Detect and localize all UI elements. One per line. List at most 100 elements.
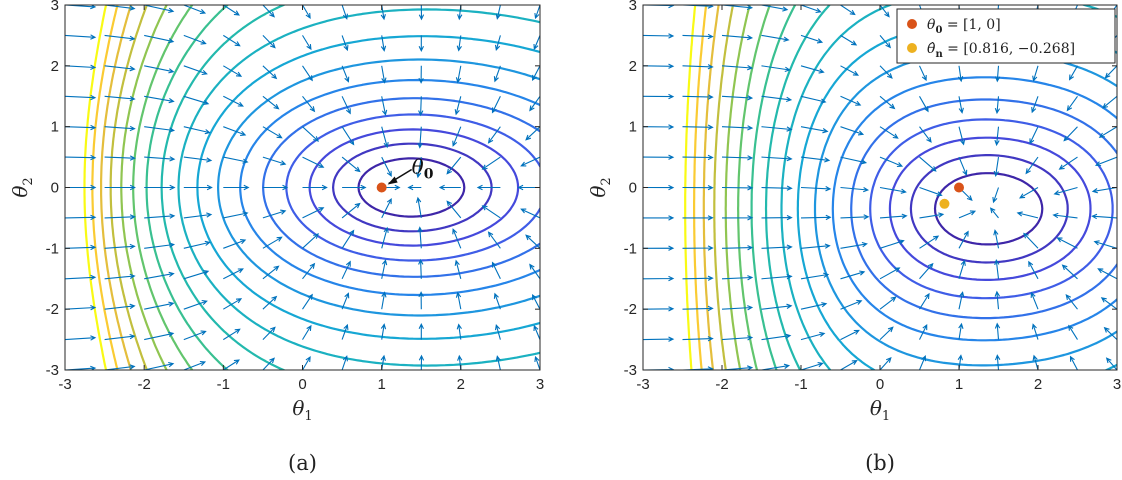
quiver-arrow: [262, 357, 275, 370]
contour-line: [91, 5, 119, 370]
quiver-arrow: [643, 33, 675, 39]
quiver-arrow: [721, 155, 754, 161]
quiver-arrow: [65, 184, 97, 191]
quiver-arrow: [104, 125, 136, 132]
quiver-arrow: [1031, 323, 1039, 340]
quiver-arrow: [919, 96, 929, 113]
quiver-arrow: [761, 65, 791, 73]
quiver-arrow: [879, 186, 907, 194]
quiver-arrow: [800, 65, 825, 74]
quiver-arrow: [800, 243, 831, 249]
quiver-arrow: [1066, 95, 1078, 112]
quiver-arrow: [879, 95, 896, 110]
quiver-arrow: [381, 65, 387, 84]
contour-line: [100, 5, 133, 370]
quiver-arrow: [682, 185, 714, 191]
quiver-arrow: [262, 156, 287, 166]
quiver-arrow: [1032, 354, 1039, 370]
panel-a: θ0 -3 -2 -1 0 1 2 3 -3 -2 -1 0 1 2 3 θ1 θ2 (a): [8, 0, 544, 475]
legend-marker: [907, 19, 917, 29]
quiver-arrow: [223, 65, 243, 77]
quiver-arrow: [879, 5, 890, 18]
quiver-arrow: [481, 205, 501, 219]
quiver-arrow: [1031, 96, 1039, 114]
quiver-arrow: [1069, 355, 1078, 370]
quiver-arrow: [183, 95, 210, 106]
quiver-arrow: [1103, 326, 1117, 340]
quiver-arrow: [144, 95, 175, 104]
quiver-arrow: [800, 34, 824, 44]
quiver-arrow: [721, 335, 754, 341]
quiver-arrow: [994, 65, 1001, 83]
quiver-arrow: [438, 184, 461, 191]
quiver-arrow: [919, 186, 943, 197]
y-tick-label: 1: [51, 119, 59, 136]
quiver-arrow: [800, 302, 828, 310]
quiver-arrow: [721, 305, 754, 311]
point-theta-0: [376, 182, 387, 193]
quiver-arrow: [1030, 291, 1039, 310]
quiver-arrow: [994, 354, 1001, 370]
quiver-arrow: [381, 156, 392, 178]
quiver-arrow: [958, 156, 968, 176]
quiver-arrow: [1091, 213, 1117, 220]
quiver-arrow: [682, 124, 714, 130]
quiver-arrow: [919, 65, 927, 82]
quiver-arrow: [958, 230, 969, 249]
quiver-arrow: [302, 293, 313, 310]
quiver-arrow: [721, 125, 754, 131]
quiver-arrow: [144, 361, 175, 370]
quiver-arrow: [721, 215, 754, 221]
quiver-arrow: [262, 35, 276, 49]
quiver-arrow: [800, 272, 830, 280]
y-tick-label: 2: [629, 58, 637, 75]
quiver-arrow: [183, 330, 207, 341]
quiver-arrow: [183, 126, 211, 135]
quiver-arrow: [840, 359, 858, 370]
quiver-arrow: [65, 124, 97, 131]
quiver-arrow: [415, 157, 422, 179]
quiver-arrow: [682, 33, 714, 40]
quiver-arrow: [183, 212, 213, 219]
quiver-arrow: [417, 126, 423, 149]
y-tick-label: 3: [629, 0, 637, 14]
quiver-arrow: [380, 323, 387, 340]
x-tick-label: 3: [536, 376, 544, 393]
quiver-arrow: [415, 196, 422, 218]
quiver-arrow: [381, 291, 387, 310]
quiver-arrow: [104, 184, 136, 191]
quiver-arrow: [1065, 294, 1078, 310]
quiver-arrow: [341, 126, 355, 146]
quiver-arrow: [494, 35, 501, 52]
quiver-arrow: [417, 226, 423, 249]
quiver-arrow: [1104, 65, 1117, 79]
quiver-arrow: [989, 207, 999, 219]
quiver-field: [65, 5, 540, 370]
contour-line: [285, 113, 540, 262]
quiver-arrow: [993, 157, 1000, 177]
quiver-arrow: [223, 298, 243, 310]
quiver-arrow: [183, 34, 207, 45]
quiver-arrow: [800, 5, 822, 14]
quiver-arrow: [341, 202, 361, 219]
quiver-arrow: [381, 226, 389, 249]
quiver-arrow: [223, 126, 247, 136]
quiver-arrow: [223, 328, 241, 341]
quiver-arrow: [520, 208, 540, 219]
quiver-arrow: [418, 96, 424, 117]
quiver-arrow: [532, 65, 540, 81]
quiver-arrow: [840, 299, 863, 310]
quiver-arrow: [1068, 65, 1078, 81]
quiver-arrow: [919, 126, 932, 143]
quiver-arrow: [879, 213, 908, 219]
quiver-arrow: [994, 258, 1000, 279]
quiver-arrow: [341, 260, 351, 280]
x-tick-label: -1: [794, 376, 807, 393]
quiver-arrow: [65, 94, 97, 101]
quiver-arrow: [104, 303, 136, 310]
quiver-arrow: [493, 292, 501, 310]
quiver-arrow: [682, 275, 714, 281]
quiver-arrow: [65, 34, 97, 40]
quiver-arrow: [1053, 186, 1078, 196]
quiver-arrow: [879, 326, 894, 340]
